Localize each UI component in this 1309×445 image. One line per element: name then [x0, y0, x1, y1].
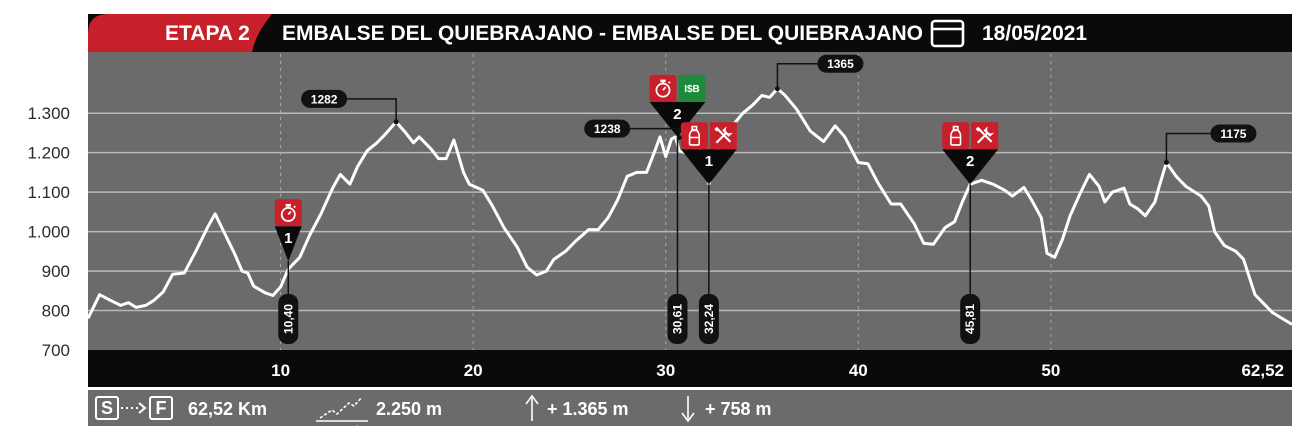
start-finish-icon: S F	[95, 396, 173, 420]
arrow-up-icon	[525, 394, 539, 421]
checkpoint-km-pill	[960, 294, 981, 344]
elevation-profile-line	[86, 87, 1293, 326]
altitude-callout: 1238	[584, 119, 682, 141]
checkpoint-km-pill	[278, 294, 299, 344]
ascent-value: + 1.365 m	[547, 399, 629, 419]
altitude-callout: 1175	[1163, 124, 1257, 166]
checkpoint-km-label: 10,40	[281, 304, 295, 334]
checkpoint-marker: 132,24	[680, 122, 737, 344]
stats-bar: S F 62,52 Km + 2.250 m + 1.365 m	[88, 390, 1292, 434]
altitude-pill	[1210, 124, 1257, 143]
checkpoint-km-label: 30,61	[670, 304, 684, 334]
stopwatch-box	[649, 74, 677, 102]
checkpoint-marker: 245,81	[942, 122, 999, 344]
checkpoint-km-label: 45,81	[963, 304, 977, 334]
calendar-icon	[930, 19, 965, 48]
altitude-leader-line	[776, 62, 818, 89]
x-tick-label: 62,52	[1241, 361, 1284, 380]
checkpoint-marker: 110,40	[274, 199, 302, 344]
altitude-labels: 1282 1238 1365 1175	[301, 54, 1257, 166]
isb-sponsor-icon: I$B	[684, 84, 700, 95]
altitude-label: 1365	[827, 57, 854, 71]
y-tick-label: 1.300	[27, 104, 70, 123]
altitude-point	[774, 86, 780, 92]
x-tick-label: 50	[1041, 361, 1060, 380]
x-tick-label: 30	[656, 361, 675, 380]
checkpoint-number: 2	[673, 106, 681, 123]
descent-value: + 758 m	[705, 399, 772, 419]
altitude-point	[1163, 160, 1169, 166]
altitude-leader-line	[1165, 132, 1211, 163]
checkpoint-pointer	[649, 101, 706, 137]
stage-label: ETAPA 2	[165, 22, 250, 45]
total-distance: 62,52 Km	[188, 399, 267, 419]
water-bottle-box	[942, 122, 970, 150]
y-tick-label: 800	[42, 302, 70, 321]
total-climb: 2.250 m	[376, 399, 442, 419]
stage-date: 18/05/2021	[982, 22, 1087, 45]
profile-layer	[86, 87, 1293, 326]
checkpoint-km-pill	[698, 294, 719, 344]
altitude-leader-line	[630, 127, 680, 138]
finish-label: F	[156, 398, 167, 418]
altitude-point	[676, 135, 682, 141]
x-axis-tick-labels: 10 20 30 40 50 62,52	[271, 361, 1284, 380]
y-tick-label: 700	[42, 341, 70, 360]
checkpoint-pointer	[680, 149, 737, 185]
checkpoint-number: 1	[705, 153, 713, 170]
isb-sponsor-box	[678, 74, 706, 102]
checkpoint-km-pill	[667, 294, 688, 344]
altitude-callout: 1365	[774, 54, 864, 92]
stage-tab	[88, 14, 272, 52]
x-tick-label: 40	[849, 361, 868, 380]
svg-text:+: +	[354, 423, 360, 434]
start-label: S	[101, 398, 113, 418]
checkpoint-km-label: 32,24	[702, 304, 716, 334]
altitude-label: 1238	[594, 122, 621, 136]
checkpoint-number: 2	[966, 153, 974, 170]
y-tick-label: 900	[42, 262, 70, 281]
x-tick-label: 20	[464, 361, 483, 380]
altitude-leader-line	[347, 98, 397, 122]
stats-background	[88, 390, 1292, 426]
arrow-down-icon	[681, 396, 695, 423]
altitude-point	[393, 119, 399, 125]
stopwatch-box	[274, 199, 302, 227]
x-axis-bar	[88, 350, 1292, 387]
checkpoint-pointer	[942, 149, 999, 185]
header-background	[88, 14, 1292, 52]
header-bar: ETAPA 2 EMBALSE DEL QUIEBRAJANO - EMBALS…	[88, 14, 1292, 52]
altitude-label: 1282	[311, 92, 338, 106]
altitude-callout: 1282	[301, 89, 399, 125]
checkpoint-pointer	[274, 226, 302, 262]
y-tick-label: 1.000	[27, 223, 70, 242]
route-title: EMBALSE DEL QUIEBRAJANO - EMBALSE DEL QU…	[282, 22, 923, 45]
altitude-pill	[584, 119, 631, 138]
checkpoint-number: 1	[284, 230, 292, 247]
elevation-gain-icon: +	[316, 396, 368, 434]
water-bottle-box	[680, 122, 708, 150]
checkpoint-marker: 2I$B 30,61	[649, 74, 706, 344]
x-tick-label: 10	[271, 361, 290, 380]
altitude-pill	[301, 89, 348, 108]
altitude-label: 1175	[1220, 127, 1246, 141]
y-tick-label: 1.100	[27, 183, 70, 202]
y-tick-label: 1.200	[27, 144, 70, 163]
y-axis-tick-labels: 700 800 900 1.000 1.100 1.200 1.300	[27, 104, 70, 360]
altitude-pill	[817, 54, 864, 73]
